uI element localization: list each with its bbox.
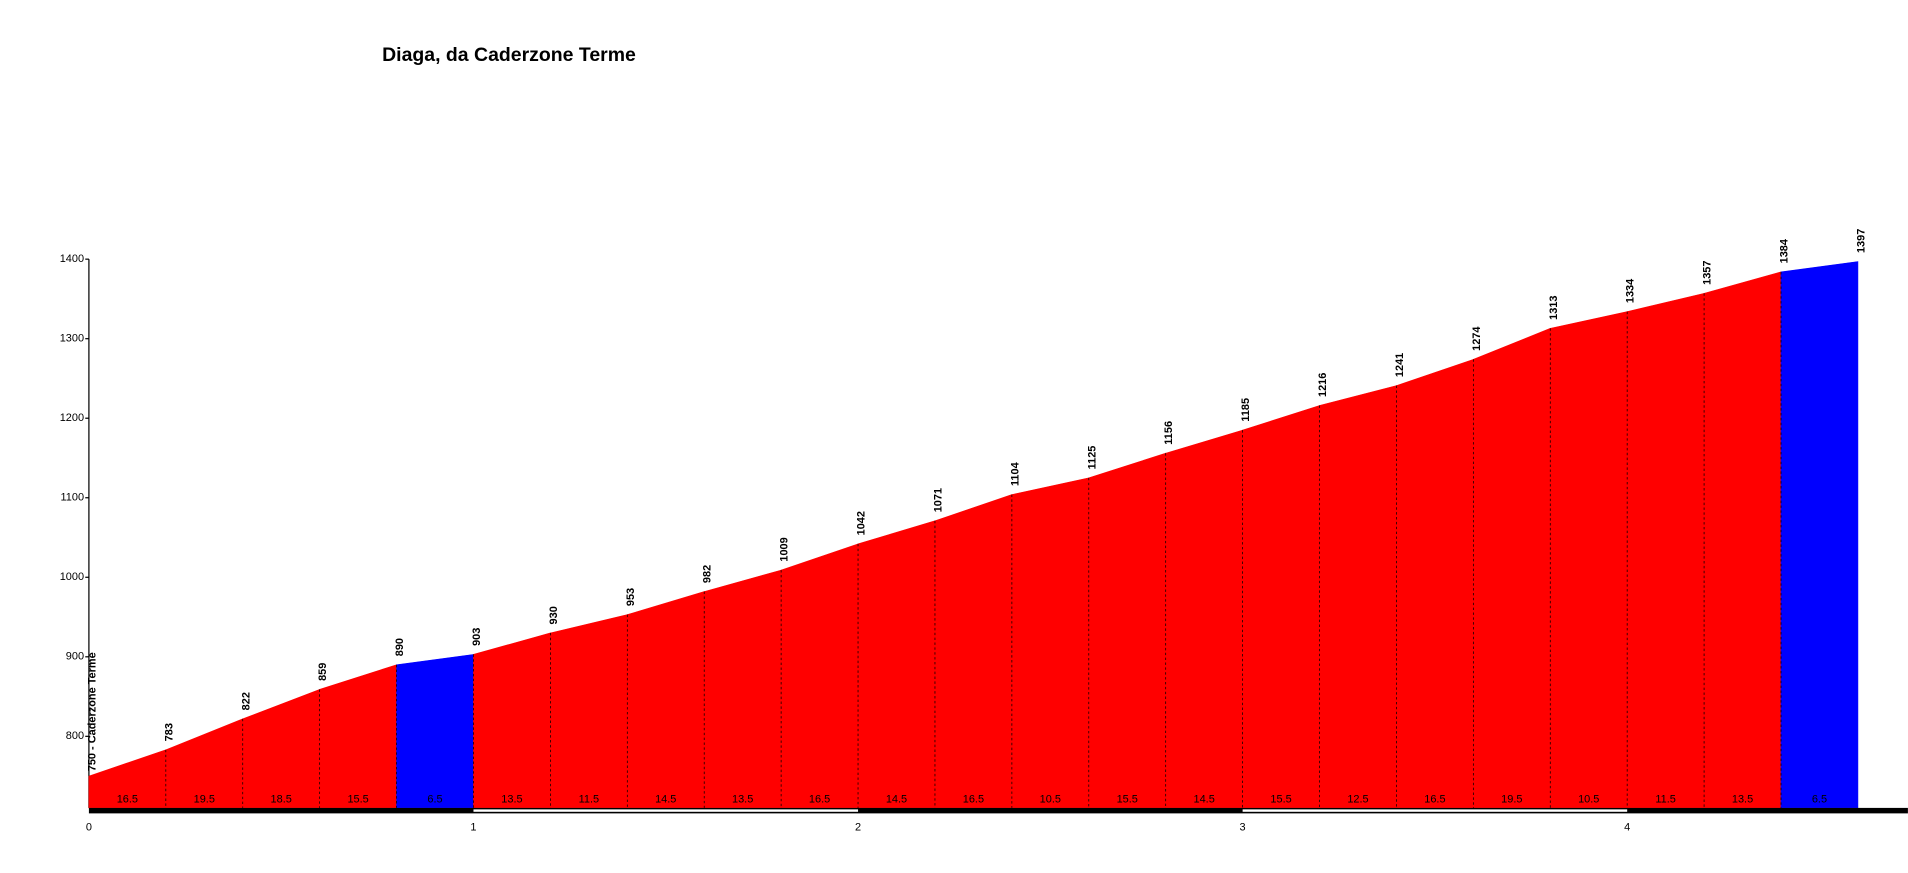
profile-segment — [550, 614, 628, 809]
altitude-label: 1009 — [779, 537, 791, 561]
altitude-label: 1185 — [1240, 398, 1252, 422]
gradient-label: 19.5 — [194, 793, 215, 805]
profile-segment — [703, 569, 782, 809]
gradient-label: 19.5 — [1501, 793, 1522, 805]
altitude-label: 903 — [471, 628, 483, 646]
profile-segment — [242, 688, 320, 809]
profile-segment — [1549, 311, 1628, 809]
gradient-label: 11.5 — [1655, 793, 1675, 805]
altitude-label: 1042 — [856, 511, 868, 535]
altitude-label: 1125 — [1086, 446, 1098, 470]
gradient-label: 18.5 — [271, 793, 292, 805]
gradient-label: 16.5 — [1424, 793, 1445, 805]
altitude-label: 930 — [548, 606, 560, 624]
gradient-label: 10.5 — [1578, 793, 1599, 805]
km-bar-white — [473, 809, 859, 812]
altitude-label: 1357 — [1702, 260, 1714, 284]
altitude-label: 953 — [625, 588, 637, 606]
profile-segment — [1396, 358, 1474, 809]
gradient-label: 13.5 — [732, 793, 753, 805]
gradient-label: 14.5 — [1194, 793, 1215, 805]
x-tick-label: 3 — [1240, 821, 1246, 833]
gradient-label: 14.5 — [886, 793, 907, 805]
profile-segment — [1319, 385, 1397, 809]
altitude-label: 859 — [317, 663, 329, 681]
altitude-label: 1384 — [1779, 238, 1791, 263]
profile-segment — [1011, 477, 1090, 809]
altitude-label: 1274 — [1471, 326, 1483, 351]
gradient-label: 10.5 — [1040, 793, 1061, 805]
gradient-label: 12.5 — [1347, 793, 1368, 805]
profile-segment — [1242, 405, 1320, 809]
y-tick-label: 1200 — [60, 412, 84, 424]
profile-segment — [1165, 429, 1243, 809]
km-bar — [88, 807, 1908, 814]
gradient-label: 14.5 — [655, 793, 676, 805]
gradient-label: 6.5 — [1812, 793, 1827, 805]
profile-segment — [1780, 261, 1859, 809]
altitude-label: 783 — [163, 723, 175, 741]
x-tick-label: 4 — [1624, 821, 1630, 833]
profile-segment — [396, 654, 474, 809]
altitude-label: 1071 — [932, 488, 944, 512]
altitude-label: 982 — [702, 565, 714, 583]
gradient-label: 13.5 — [1732, 793, 1753, 805]
y-tick-label: 1000 — [60, 571, 84, 583]
x-tick-label: 1 — [470, 821, 476, 833]
altitude-label: 750 - Caderzone Terme — [86, 652, 98, 771]
gradient-label: 15.5 — [1117, 793, 1138, 805]
gradient-label: 13.5 — [501, 793, 522, 805]
y-tick-label: 1300 — [60, 333, 84, 345]
km-bar-white — [1242, 809, 1628, 812]
altitude-label: 1241 — [1394, 353, 1406, 377]
profile-segment — [1088, 452, 1167, 809]
profile-segment — [1473, 327, 1551, 809]
profile-segment — [857, 520, 936, 809]
profile-segment — [473, 632, 551, 809]
gradient-label: 16.5 — [809, 793, 830, 805]
y-tick-label: 800 — [66, 730, 84, 742]
altitude-label: 822 — [240, 692, 252, 710]
y-tick-label: 900 — [66, 651, 84, 663]
y-tick-label: 1100 — [61, 492, 85, 504]
x-tick-label: 2 — [855, 821, 861, 833]
gradient-label: 11.5 — [579, 793, 599, 805]
altitude-label: 1397 — [1855, 229, 1867, 253]
profile-segment — [780, 543, 859, 809]
altitude-label: 1334 — [1625, 278, 1637, 303]
gradient-label: 15.5 — [1270, 793, 1291, 805]
profile-segment — [934, 494, 1013, 809]
altitude-label: 1104 — [1009, 461, 1021, 486]
chart-title: Diaga, da Caderzone Terme — [382, 44, 636, 66]
x-tick-label: 0 — [86, 821, 92, 833]
profile-segment — [1626, 292, 1705, 809]
altitude-label: 1216 — [1317, 373, 1329, 397]
profile-segment — [1703, 271, 1782, 809]
y-tick-label: 1400 — [60, 253, 84, 265]
profile-segment — [626, 591, 705, 809]
gradient-label: 16.5 — [117, 793, 138, 805]
gradient-label: 6.5 — [427, 793, 442, 805]
gradient-label: 15.5 — [347, 793, 368, 805]
altitude-label: 1313 — [1548, 295, 1560, 319]
altitude-label: 1156 — [1163, 421, 1175, 445]
altitude-label: 890 — [394, 638, 406, 656]
profile-segment — [319, 664, 397, 809]
gradient-label: 16.5 — [963, 793, 984, 805]
